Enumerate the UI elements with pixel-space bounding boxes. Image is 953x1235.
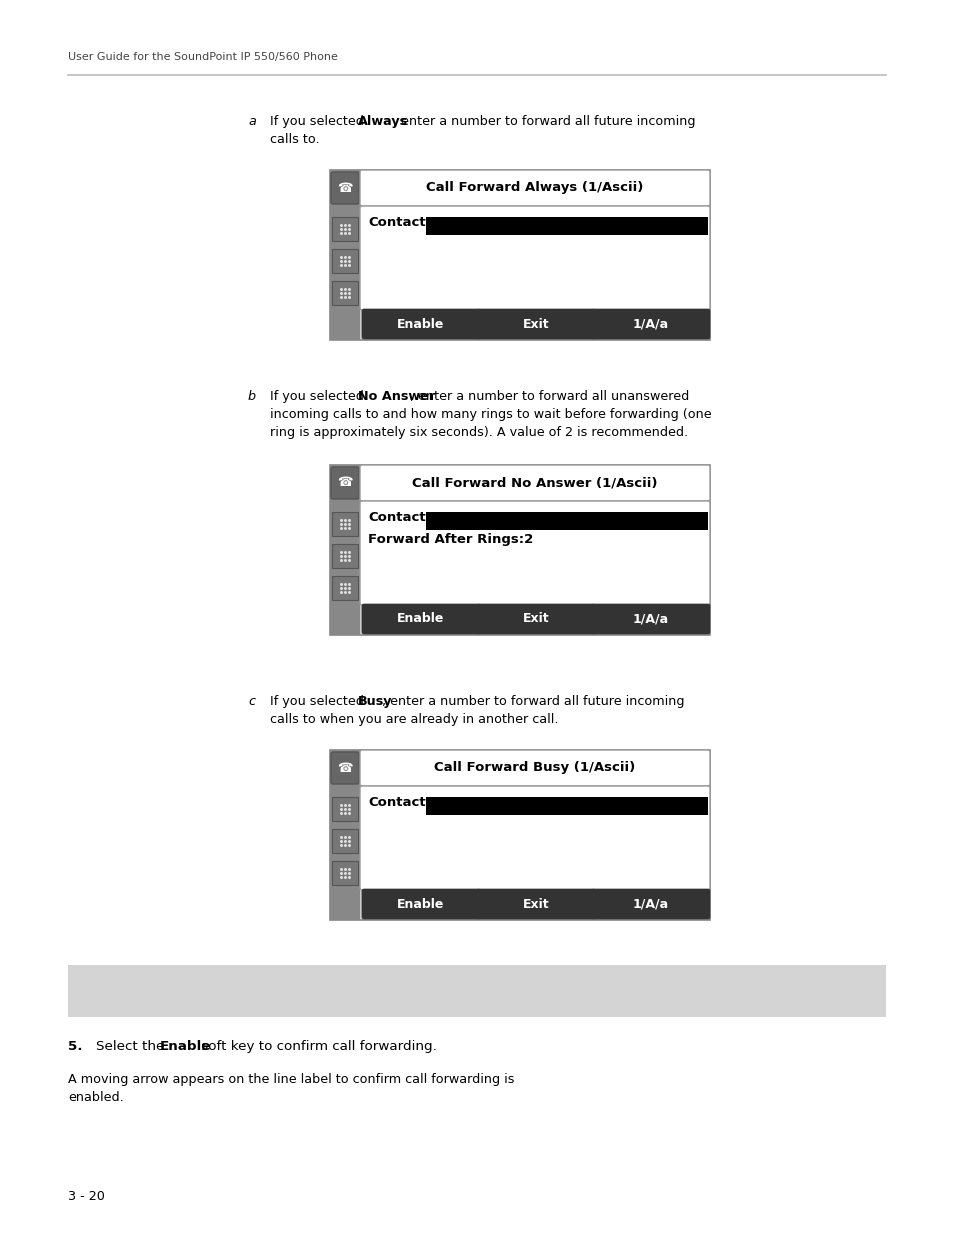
Bar — [330, 466, 359, 635]
Bar — [426, 797, 707, 815]
FancyBboxPatch shape — [361, 604, 479, 634]
FancyBboxPatch shape — [331, 172, 358, 204]
Text: ring is approximately six seconds). A value of 2 is recommended.: ring is approximately six seconds). A va… — [270, 426, 687, 438]
FancyBboxPatch shape — [332, 829, 357, 853]
Bar — [330, 750, 709, 920]
Text: Busy: Busy — [358, 695, 393, 708]
Text: Exit: Exit — [522, 317, 549, 331]
Text: 3 - 20: 3 - 20 — [68, 1191, 105, 1203]
FancyBboxPatch shape — [592, 604, 709, 634]
Bar — [330, 750, 359, 920]
Text: Contact:: Contact: — [368, 511, 431, 524]
FancyBboxPatch shape — [332, 576, 357, 600]
Text: 5.: 5. — [68, 1040, 82, 1053]
Bar — [426, 217, 707, 235]
FancyBboxPatch shape — [332, 513, 357, 536]
Text: , enter a number to forward all future incoming: , enter a number to forward all future i… — [381, 695, 683, 708]
FancyBboxPatch shape — [332, 217, 357, 241]
Text: Exit: Exit — [522, 898, 549, 910]
Text: User Guide for the SoundPoint IP 550/560 Phone: User Guide for the SoundPoint IP 550/560… — [68, 52, 337, 62]
Text: enabled.: enabled. — [68, 1091, 124, 1104]
FancyBboxPatch shape — [476, 889, 595, 919]
FancyBboxPatch shape — [331, 467, 358, 499]
Text: If you selected: If you selected — [270, 115, 368, 128]
Text: 1/A/a: 1/A/a — [632, 613, 668, 625]
Text: ☎: ☎ — [336, 182, 353, 194]
FancyBboxPatch shape — [359, 501, 709, 605]
FancyBboxPatch shape — [359, 785, 709, 890]
Text: Exit: Exit — [522, 613, 549, 625]
Bar — [330, 466, 709, 635]
Text: ☎: ☎ — [336, 477, 353, 489]
Text: Enable: Enable — [160, 1040, 212, 1053]
Text: Enable: Enable — [396, 317, 444, 331]
Text: Call Forward Always (1/Ascii): Call Forward Always (1/Ascii) — [426, 182, 643, 194]
Text: c: c — [248, 695, 254, 708]
FancyBboxPatch shape — [332, 543, 357, 568]
Text: b: b — [248, 390, 255, 403]
FancyBboxPatch shape — [592, 889, 709, 919]
Text: , enter a number to forward all future incoming: , enter a number to forward all future i… — [393, 115, 695, 128]
Text: Select the: Select the — [96, 1040, 169, 1053]
FancyBboxPatch shape — [331, 752, 358, 784]
FancyBboxPatch shape — [359, 206, 709, 310]
Text: Forward After Rings:2: Forward After Rings:2 — [368, 534, 533, 546]
Text: Enable: Enable — [396, 613, 444, 625]
Text: No Answer: No Answer — [358, 390, 435, 403]
Text: Always: Always — [358, 115, 408, 128]
Text: a: a — [248, 115, 255, 128]
Text: Enable: Enable — [396, 898, 444, 910]
FancyBboxPatch shape — [476, 604, 595, 634]
Text: 1/A/a: 1/A/a — [632, 898, 668, 910]
Bar — [330, 170, 709, 340]
Text: Contact:: Contact: — [368, 797, 431, 809]
Text: Contact:: Contact: — [368, 216, 431, 228]
Text: If you selected: If you selected — [270, 390, 368, 403]
FancyBboxPatch shape — [332, 282, 357, 305]
Text: A moving arrow appears on the line label to confirm call forwarding is: A moving arrow appears on the line label… — [68, 1073, 514, 1086]
Text: If you selected: If you selected — [270, 695, 368, 708]
FancyBboxPatch shape — [359, 170, 709, 206]
Text: incoming calls to and how many rings to wait before forwarding (one: incoming calls to and how many rings to … — [270, 408, 711, 421]
Text: soft key to confirm call forwarding.: soft key to confirm call forwarding. — [196, 1040, 436, 1053]
FancyBboxPatch shape — [359, 466, 709, 501]
Text: calls to.: calls to. — [270, 133, 319, 146]
Text: Call Forward No Answer (1/Ascii): Call Forward No Answer (1/Ascii) — [412, 477, 657, 489]
Text: Call Forward Busy (1/Ascii): Call Forward Busy (1/Ascii) — [434, 762, 635, 774]
FancyBboxPatch shape — [359, 750, 709, 785]
Text: , enter a number to forward all unanswered: , enter a number to forward all unanswer… — [410, 390, 689, 403]
FancyBboxPatch shape — [361, 889, 479, 919]
FancyBboxPatch shape — [332, 249, 357, 273]
Bar — [330, 170, 359, 340]
FancyBboxPatch shape — [361, 309, 479, 338]
Bar — [68, 965, 885, 1016]
FancyBboxPatch shape — [332, 797, 357, 821]
FancyBboxPatch shape — [332, 861, 357, 885]
Text: calls to when you are already in another call.: calls to when you are already in another… — [270, 713, 558, 726]
Text: ☎: ☎ — [336, 762, 353, 774]
FancyBboxPatch shape — [476, 309, 595, 338]
FancyBboxPatch shape — [592, 309, 709, 338]
Text: 1/A/a: 1/A/a — [632, 317, 668, 331]
Bar — [426, 513, 707, 530]
